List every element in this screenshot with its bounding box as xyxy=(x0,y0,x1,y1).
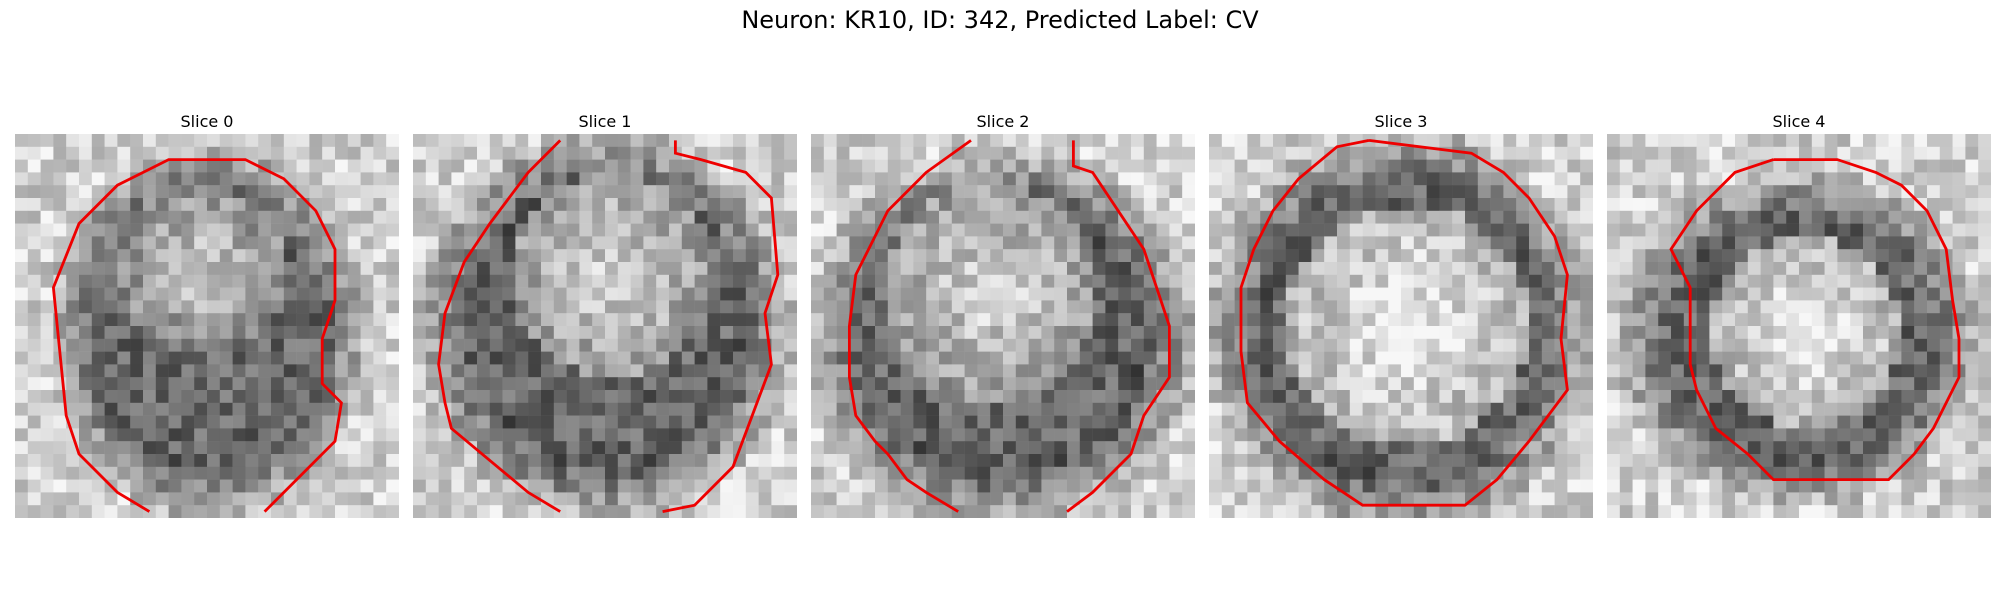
slice-panel-2: Slice 2 xyxy=(811,110,1195,518)
slice-image-4 xyxy=(1607,134,1991,518)
slice-image-1 xyxy=(413,134,797,518)
slice-title-2: Slice 2 xyxy=(811,110,1195,134)
slice-title-1: Slice 1 xyxy=(413,110,797,134)
slice-panel-4: Slice 4 xyxy=(1607,110,1991,518)
slice-panel-0: Slice 0 xyxy=(15,110,399,518)
slice-image-0 xyxy=(15,134,399,518)
slice-panel-1: Slice 1 xyxy=(413,110,797,518)
slice-panel-3: Slice 3 xyxy=(1209,110,1593,518)
slice-title-4: Slice 4 xyxy=(1607,110,1991,134)
slice-image-2 xyxy=(811,134,1195,518)
slice-title-3: Slice 3 xyxy=(1209,110,1593,134)
slice-image-3 xyxy=(1209,134,1593,518)
figure-title: Neuron: KR10, ID: 342, Predicted Label: … xyxy=(0,6,2000,34)
slice-title-0: Slice 0 xyxy=(15,110,399,134)
